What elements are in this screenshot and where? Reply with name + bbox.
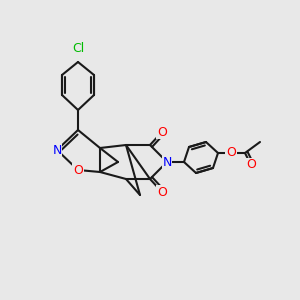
Text: O: O <box>157 185 167 199</box>
Text: O: O <box>157 125 167 139</box>
Text: O: O <box>246 158 256 172</box>
Text: Cl: Cl <box>72 41 84 55</box>
Text: N: N <box>52 143 62 157</box>
Text: O: O <box>73 164 83 176</box>
Text: N: N <box>162 155 172 169</box>
Text: O: O <box>226 146 236 160</box>
